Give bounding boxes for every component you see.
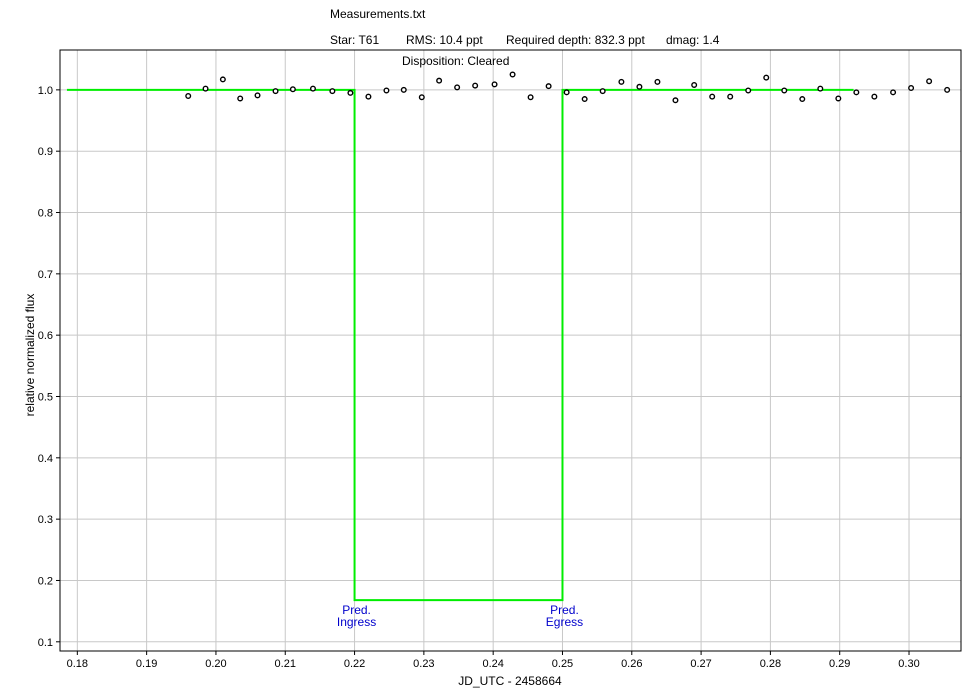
data-point [347, 89, 354, 96]
y-tick-label: 0.1 [38, 637, 53, 649]
x-tick-label: 0.30 [898, 658, 919, 670]
y-tick-label: 0.2 [38, 575, 53, 587]
data-point [329, 88, 336, 95]
x-tick-label: 0.29 [829, 658, 850, 670]
data-point [799, 96, 806, 103]
x-tick-label: 0.22 [344, 658, 365, 670]
data-point [202, 85, 209, 92]
x-tick-label: 0.26 [621, 658, 642, 670]
data-point [219, 76, 226, 83]
x-tick-label: 0.18 [67, 658, 88, 670]
data-point [781, 87, 788, 94]
model-layer [66, 88, 854, 602]
x-tick-label: 0.21 [275, 658, 296, 670]
y-tick-label: 0.8 [38, 208, 53, 220]
annotation-line1: Pred. [550, 603, 579, 617]
data-point [309, 85, 316, 92]
y-axis-label: relative normalized flux [23, 294, 37, 417]
data-point [383, 87, 390, 94]
data-point [418, 94, 425, 101]
dmag-label: dmag: 1.4 [666, 33, 720, 47]
data-point [890, 89, 897, 96]
data-point [835, 95, 842, 102]
annotation-line2: Egress [546, 615, 583, 629]
data-point [745, 87, 752, 94]
data-point [727, 93, 734, 100]
x-tick-label: 0.28 [760, 658, 781, 670]
data-point [400, 86, 407, 93]
x-tick-label: 0.20 [205, 658, 226, 670]
data-points [185, 71, 951, 104]
rms-label: RMS: 10.4 ppt [406, 33, 483, 47]
depth-label: Required depth: 832.3 ppt [506, 33, 645, 47]
data-point [472, 82, 479, 89]
x-tick-label: 0.19 [136, 658, 157, 670]
data-point [527, 94, 534, 101]
y-tick-label: 0.5 [38, 391, 53, 403]
plot-frame [59, 49, 962, 652]
x-tick-label: 0.23 [413, 658, 434, 670]
data-point [763, 74, 770, 81]
data-point [853, 89, 860, 96]
x-axis-label: JD_UTC - 2458664 [458, 674, 562, 688]
data-point [289, 86, 296, 93]
data-point [691, 81, 698, 88]
data-point [944, 86, 951, 93]
data-point [185, 92, 192, 99]
data-point [618, 78, 625, 85]
gridlines [60, 50, 961, 651]
data-point [817, 85, 824, 92]
data-point [563, 89, 570, 96]
data-point [365, 93, 372, 100]
data-point [636, 83, 643, 90]
y-tick-label: 0.7 [38, 269, 53, 281]
data-point [871, 93, 878, 100]
y-tick-label: 0.4 [38, 453, 53, 465]
model-transit-line [66, 88, 854, 602]
star-label: Star: T61 [330, 33, 379, 47]
annotation-line1: Pred. [342, 603, 371, 617]
data-point [491, 81, 498, 88]
data-point [237, 95, 244, 102]
x-tick-label: 0.24 [482, 658, 503, 670]
data-point [436, 77, 443, 84]
data-point [272, 88, 279, 95]
data-point [509, 71, 516, 78]
y-tick-label: 0.3 [38, 514, 53, 526]
x-tick-label: 0.27 [690, 658, 711, 670]
data-point [908, 85, 915, 92]
data-point [654, 78, 661, 85]
x-tick-label: 0.25 [552, 658, 573, 670]
y-tick-label: 1.0 [38, 85, 53, 97]
data-point [709, 93, 716, 100]
data-point [254, 92, 261, 99]
y-tick-label: 0.9 [38, 146, 53, 158]
data-point [581, 96, 588, 103]
chart-title: Measurements.txt [330, 7, 426, 21]
data-point [599, 88, 606, 95]
data-point [672, 97, 679, 104]
disposition-label: Disposition: Cleared [402, 54, 509, 68]
data-point [926, 78, 933, 85]
y-tick-label: 0.6 [38, 330, 53, 342]
annotation-line2: Ingress [337, 615, 376, 629]
axis-ticks: 0.18 0.19 0.20 0.21 0.22 0.23 0.24 0.25 0.26 0.27… [38, 85, 920, 670]
data-point [545, 83, 552, 90]
data-point [454, 84, 461, 91]
